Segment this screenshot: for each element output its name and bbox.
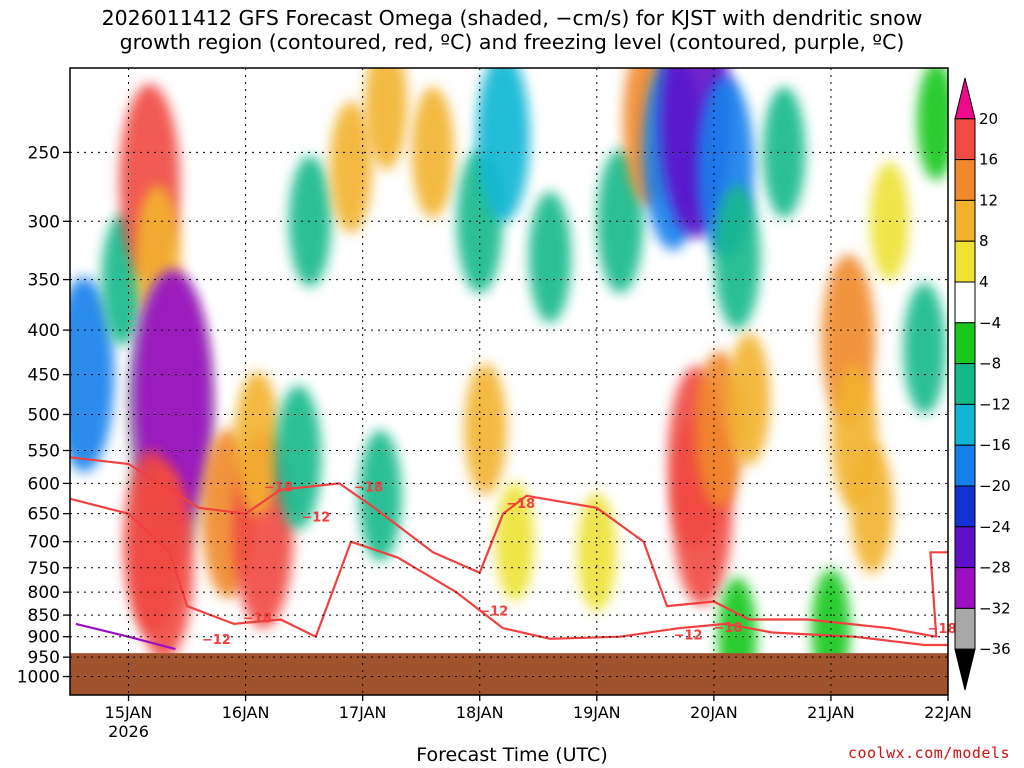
colorbar-swatch-14 [954, 648, 976, 691]
x-tick-sublabel-0: 2026 [108, 722, 149, 741]
colorbar-label-10: −24 [979, 518, 1011, 536]
colorbar-label-1: 16 [979, 151, 998, 169]
x-tick-label-1: 16JAN [222, 703, 270, 722]
omega-cell-19 [476, 68, 530, 222]
omega-cell-39 [903, 282, 946, 415]
x-tick-label-4: 19JAN [573, 703, 621, 722]
y-tick-label-400: 400 [28, 321, 60, 341]
omega-cell-22 [528, 191, 572, 323]
isotherm-label-0: −18 [264, 481, 293, 496]
omega-cell-17 [411, 86, 455, 218]
y-tick-label-850: 850 [28, 606, 60, 626]
colorbar-label-13: −36 [979, 640, 1011, 658]
colorbar-label-8: −16 [979, 436, 1011, 454]
isotherm-label-9: −18 [928, 622, 957, 637]
colorbar-swatch-0 [954, 77, 976, 120]
y-tick-label-350: 350 [28, 271, 60, 291]
omega-cell-24 [597, 149, 644, 294]
colorbar-swatch-5 [954, 281, 976, 324]
omega-cell-15 [359, 430, 402, 562]
y-tick-label-750: 750 [28, 559, 60, 579]
omega-cell-42 [916, 68, 948, 181]
chart-title-line-1: 2026011412 GFS Forecast Omega (shaded, −… [101, 6, 923, 30]
colorbar-label-5: −4 [979, 314, 1001, 332]
isotherm-labels-layer: −18 −12 −18 −18 −12 −18 −12 −12 −18 −18 [202, 481, 957, 648]
colorbar-label-3: 8 [979, 232, 989, 250]
isotherm-label-7: −12 [674, 629, 703, 644]
y-tick-label-700: 700 [28, 533, 60, 553]
y-tick-label-950: 950 [28, 648, 60, 668]
y-tick-label-250: 250 [28, 143, 60, 163]
y-tick-label-900: 900 [28, 628, 60, 648]
terrain-fill [70, 653, 948, 695]
colorbar-swatch-4 [954, 240, 976, 283]
isotherm-label-5: −18 [243, 611, 272, 626]
x-axis-title: Forecast Time (UTC) [416, 744, 608, 766]
x-tick-label-7: 22JAN [924, 703, 972, 722]
x-tick-label-0: 15JAN [105, 703, 153, 722]
y-tick-label-300: 300 [28, 212, 60, 232]
colorbar-swatch-7 [954, 363, 976, 405]
omega-cell-16 [364, 68, 408, 170]
omega-shading-layer [70, 68, 948, 695]
x-tick-label-3: 18JAN [456, 703, 504, 722]
isotherm-label-2: −18 [354, 481, 383, 496]
colorbar-label-6: −8 [979, 355, 1001, 373]
colorbar-swatch-11 [954, 526, 976, 569]
omega-cell-8 [133, 465, 194, 661]
colorbar-label-4: 4 [979, 273, 989, 291]
colorbar-label-2: 12 [979, 191, 998, 209]
colorbar-label-9: −20 [979, 477, 1011, 495]
isotherm-contour-1 [70, 456, 948, 638]
colorbar-label-0: 20 [979, 110, 998, 128]
colorbar-swatch-13 [954, 607, 976, 650]
x-tick-label-6: 21JAN [807, 703, 855, 722]
colorbar-swatch-6 [954, 322, 976, 365]
colorbar-swatch-1 [954, 118, 976, 161]
colorbar: 20 16 12 8 4 −4 −8 −12 −16 −20 −24 −28 −32 −36 [954, 77, 1011, 691]
y-axis: 2503003504004505005506006507007508008509… [17, 143, 70, 688]
y-tick-label-500: 500 [28, 405, 60, 425]
y-tick-label-800: 800 [28, 583, 60, 603]
isotherm-label-4: −12 [479, 605, 508, 620]
y-tick-label-1000: 1000 [17, 668, 60, 688]
colorbar-swatch-9 [954, 444, 976, 487]
chart-title-line-2: growth region (contoured, red, ºC) and f… [119, 30, 905, 54]
y-tick-label-600: 600 [28, 474, 60, 494]
omega-cell-33 [727, 333, 771, 465]
omega-cell-14 [329, 101, 373, 233]
isotherm-label-1: −12 [301, 511, 330, 526]
y-tick-label-550: 550 [28, 442, 60, 462]
colorbar-swatch-2 [954, 159, 976, 201]
colorbar-label-12: −32 [979, 599, 1011, 617]
terrain-layer [70, 653, 948, 695]
colorbar-swatch-3 [954, 199, 976, 242]
plot-frame [69, 67, 949, 696]
y-tick-label-450: 450 [28, 366, 60, 386]
colorbar-label-11: −28 [979, 559, 1011, 577]
isotherm-label-3: −18 [506, 497, 535, 512]
isotherm-label-8: −18 [713, 621, 742, 636]
omega-cell-12 [275, 385, 322, 530]
omega-cell-11 [234, 371, 281, 516]
x-tick-label-5: 20JAN [690, 703, 738, 722]
colorbar-swatch-10 [954, 485, 976, 528]
y-tick-label-650: 650 [28, 505, 60, 525]
omega-cell-20 [464, 363, 507, 495]
chart-title: 2026011412 GFS Forecast Omega (shaded, −… [0, 6, 1024, 54]
omega-cell-29 [714, 185, 761, 330]
x-tick-label-2: 17JAN [339, 703, 387, 722]
omega-cell-37 [850, 442, 894, 574]
colorbar-label-7: −12 [979, 395, 1011, 413]
colorbar-swatch-12 [954, 567, 976, 609]
colorbar-swatch-8 [954, 403, 976, 446]
site-credit: coolwx.com/models [847, 744, 1010, 762]
isotherm-label-6: −12 [202, 633, 231, 648]
